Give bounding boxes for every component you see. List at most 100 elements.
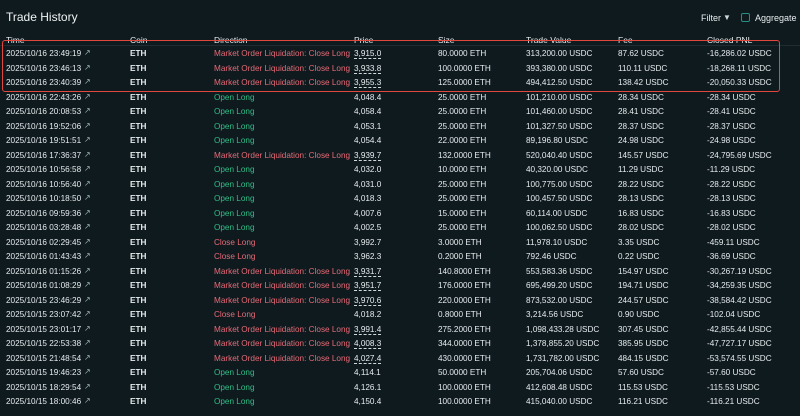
trade-price[interactable]: 3,915.0 <box>354 49 382 59</box>
trade-price[interactable]: 3,931.7 <box>354 266 382 277</box>
coin-link[interactable]: ETH <box>130 281 147 290</box>
trade-price[interactable]: 4,027.4 <box>354 353 382 364</box>
column-coin[interactable]: Coin <box>130 35 148 45</box>
filter-button[interactable]: Filter <box>701 13 721 23</box>
coin-link[interactable]: ETH <box>130 266 147 276</box>
external-link-icon[interactable]: ↗ <box>84 193 91 202</box>
column-trade-value[interactable]: Trade Value <box>526 35 572 45</box>
coin-link[interactable]: ETH <box>130 339 147 348</box>
trade-size: 25.0000 ETH <box>438 194 487 203</box>
trade-direction: Market Order Liquidation: Close Long <box>214 339 351 348</box>
external-link-icon[interactable]: ↗ <box>84 77 91 86</box>
coin-link[interactable]: ETH <box>130 223 147 232</box>
trade-price: 4,114.1 <box>354 368 381 377</box>
trade-fee: 110.11 USDC <box>618 63 668 73</box>
trade-value: 11,978.10 USDC <box>526 237 588 247</box>
coin-link[interactable]: ETH <box>130 121 147 131</box>
coin-link[interactable]: ETH <box>130 295 147 305</box>
external-link-icon[interactable]: ↗ <box>84 338 91 347</box>
external-link-icon[interactable]: ↗ <box>84 120 91 130</box>
trade-value: 3,214.56 USDC <box>526 310 584 319</box>
external-link-icon[interactable]: ↗ <box>84 164 91 173</box>
trade-direction: Close Long <box>214 252 256 261</box>
closed-pnl: -28.13 USDC <box>707 194 756 203</box>
external-link-icon[interactable]: ↗ <box>84 381 91 391</box>
trade-price[interactable]: 3,955.3 <box>354 78 382 88</box>
external-link-icon[interactable]: ↗ <box>84 265 91 275</box>
external-link-icon[interactable]: ↗ <box>84 323 91 333</box>
coin-link[interactable]: ETH <box>130 150 147 160</box>
coin-link[interactable]: ETH <box>130 63 147 73</box>
external-link-icon[interactable]: ↗ <box>84 236 91 246</box>
trade-fee: 145.57 USDC <box>618 150 669 160</box>
external-link-icon[interactable]: ↗ <box>84 396 91 405</box>
coin-link[interactable]: ETH <box>130 353 147 363</box>
table-row: 2025/10/16 01:43:43 ↗ ETH Close Long 3,962.3… <box>0 250 800 265</box>
external-link-icon[interactable]: ↗ <box>84 207 91 217</box>
trade-fee: 24.98 USDC <box>618 136 664 145</box>
column-direction[interactable]: Direction <box>214 35 248 45</box>
column-price[interactable]: Price <box>354 35 374 45</box>
trade-fee: 28.34 USDC <box>618 92 664 102</box>
coin-link[interactable]: ETH <box>130 397 147 406</box>
external-link-icon[interactable]: ↗ <box>84 135 91 144</box>
external-link-icon[interactable]: ↗ <box>84 178 91 188</box>
aggregate-checkbox[interactable] <box>741 13 750 22</box>
trade-price: 3,992.7 <box>354 237 382 247</box>
trade-size: 0.8000 ETH <box>438 310 482 319</box>
coin-link[interactable]: ETH <box>130 252 147 261</box>
coin-link[interactable]: ETH <box>130 208 147 218</box>
coin-link[interactable]: ETH <box>130 324 147 334</box>
trade-price[interactable]: 3,970.6 <box>354 295 382 306</box>
trade-price[interactable]: 3,991.4 <box>354 324 382 335</box>
column-closed-pnl[interactable]: Closed PNL <box>707 35 753 45</box>
external-link-icon[interactable]: ↗ <box>84 48 91 57</box>
column-size[interactable]: Size <box>438 35 455 45</box>
trade-time: 2025/10/15 23:46:29 <box>6 295 82 305</box>
trade-price[interactable]: 3,933.8 <box>354 63 382 74</box>
trade-price[interactable]: 4,008.3 <box>354 339 382 349</box>
trade-time: 2025/10/16 09:59:36 <box>6 208 82 218</box>
trade-size: 25.0000 ETH <box>438 107 487 116</box>
coin-link[interactable]: ETH <box>130 368 147 377</box>
table-row: 2025/10/16 23:46:13 ↗ ETH Market Order Liqu… <box>0 62 800 77</box>
trade-price[interactable]: 3,939.7 <box>354 150 382 161</box>
closed-pnl: -53,574.55 USDC <box>707 353 772 363</box>
coin-link[interactable]: ETH <box>130 310 147 319</box>
coin-link[interactable]: ETH <box>130 179 147 189</box>
coin-link[interactable]: ETH <box>130 136 147 145</box>
coin-link[interactable]: ETH <box>130 237 147 247</box>
trade-value: 101,210.00 USDC <box>526 92 593 102</box>
table-row: 2025/10/15 23:01:17 ↗ ETH Market Order Liqu… <box>0 323 800 338</box>
chevron-down-icon[interactable]: ▼ <box>723 13 731 22</box>
coin-link[interactable]: ETH <box>130 194 147 203</box>
trade-value: 1,098,433.28 USDC <box>526 324 600 334</box>
coin-link[interactable]: ETH <box>130 49 147 58</box>
external-link-icon[interactable]: ↗ <box>84 367 91 376</box>
trade-price[interactable]: 3,951.7 <box>354 281 382 291</box>
trade-fee: 57.60 USDC <box>618 368 664 377</box>
coin-link[interactable]: ETH <box>130 382 147 392</box>
coin-link[interactable]: ETH <box>130 92 147 102</box>
external-link-icon[interactable]: ↗ <box>84 294 91 304</box>
external-link-icon[interactable]: ↗ <box>84 62 91 72</box>
external-link-icon[interactable]: ↗ <box>84 352 91 362</box>
trade-time: 2025/10/15 23:07:42 <box>6 310 82 319</box>
external-link-icon[interactable]: ↗ <box>84 91 91 101</box>
trade-size: 176.0000 ETH <box>438 281 491 290</box>
trade-fee: 115.53 USDC <box>618 382 668 392</box>
external-link-icon[interactable]: ↗ <box>84 106 91 115</box>
trade-direction: Open Long <box>214 368 255 377</box>
coin-link[interactable]: ETH <box>130 78 147 87</box>
coin-link[interactable]: ETH <box>130 165 147 174</box>
external-link-icon[interactable]: ↗ <box>84 149 91 159</box>
column-fee[interactable]: Fee <box>618 35 633 45</box>
external-link-icon[interactable]: ↗ <box>84 309 91 318</box>
closed-pnl: -47,727.17 USDC <box>707 339 772 348</box>
external-link-icon[interactable]: ↗ <box>84 251 91 260</box>
external-link-icon[interactable]: ↗ <box>84 222 91 231</box>
column-time[interactable]: Time <box>6 35 25 45</box>
external-link-icon[interactable]: ↗ <box>84 280 91 289</box>
coin-link[interactable]: ETH <box>130 107 147 116</box>
trade-time: 2025/10/16 01:08:29 <box>6 281 82 290</box>
